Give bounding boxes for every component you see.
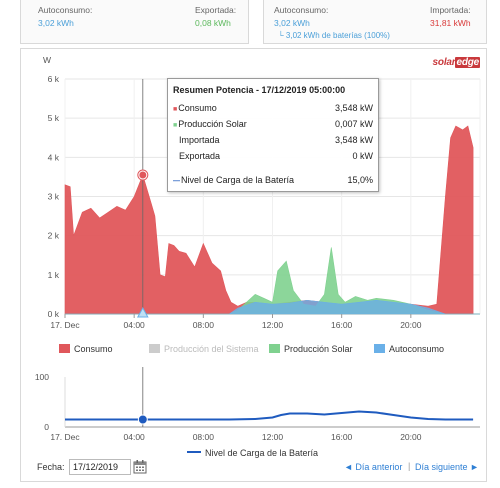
battery-line-swatch — [187, 451, 201, 453]
autoconsumo-label: Autoconsumo: — [274, 5, 329, 15]
x-tick-label: 12:00 — [262, 320, 284, 330]
y-tick-label: 3 k — [48, 192, 60, 202]
battery-x-tick-label: 12:00 — [262, 432, 284, 442]
produccion-solar-swatch — [269, 344, 280, 353]
area-autoconsumo — [65, 299, 480, 315]
x-tick-label: 16:00 — [331, 320, 353, 330]
battery-level-line — [65, 410, 474, 421]
x-tick-label: 17. Dec — [50, 320, 80, 330]
legend-item-produccion-solar[interactable]: Producción Solar — [269, 344, 353, 354]
consumo-swatch — [59, 344, 70, 353]
autoconsumo-value: 3,02 kWh — [274, 18, 310, 28]
x-tick-label: 08:00 — [193, 320, 215, 330]
hover-point — [139, 171, 147, 179]
tooltip-row-consumo: ■Consumo 3,548 kW — [173, 103, 373, 113]
tooltip-row-exportada: Exportada 0 kW — [179, 151, 373, 161]
x-tick-label: 20:00 — [400, 320, 422, 330]
battery-hover-point — [137, 414, 148, 425]
batteries-note: └ 3,02 kWh de baterías (100%) — [278, 31, 390, 40]
autoconsumo-value: 3,02 kWh — [38, 18, 74, 28]
legend-item-produccion-sistema[interactable]: Producción del Sistema — [149, 344, 259, 354]
link-separator: | — [408, 461, 411, 471]
date-input[interactable] — [69, 459, 131, 475]
battery-navigator-chart[interactable]: 0 100 17. Dec 04:00 08:00 12:00 16:00 20:00 — [21, 367, 488, 447]
y-axis-unit: W — [43, 55, 51, 65]
battery-x-tick-label: 16:00 — [331, 432, 353, 442]
battery-x-tick-label: 04:00 — [124, 432, 146, 442]
y-tick-label: 5 k — [48, 113, 60, 123]
tooltip-title: Resumen Potencia - 17/12/2019 05:00:00 — [173, 85, 346, 95]
autoconsumo-swatch — [374, 344, 385, 353]
date-label: Fecha: — [37, 462, 65, 472]
battery-x-tick-label: 17. Dec — [50, 432, 80, 442]
y-tick-label: 2 k — [48, 231, 60, 241]
solaredge-logo: solaredge — [432, 57, 480, 68]
battery-y-tick-label: 100 — [35, 372, 49, 382]
autoconsumo-label: Autoconsumo: — [38, 5, 93, 15]
tooltip-row-bateria: —Nivel de Carga de la Batería 15,0% — [173, 175, 373, 185]
x-tick-label: 04:00 — [124, 320, 146, 330]
y-tick-label: 4 k — [48, 152, 60, 162]
tooltip-row-produccion: ■Producción Solar 0,007 kW — [173, 119, 373, 129]
battery-y-tick-label: 0 — [44, 422, 49, 432]
legend-item-consumo[interactable]: Consumo — [59, 344, 113, 354]
y-tick-label: 1 k — [48, 270, 60, 280]
next-day-link[interactable]: Día siguiente ► — [415, 462, 479, 472]
importada-value: 31,81 kWh — [430, 18, 471, 28]
area-consumo — [64, 125, 474, 315]
y-tick-label: 6 k — [48, 74, 60, 84]
power-tooltip: Resumen Potencia - 17/12/2019 05:00:00 ■… — [167, 78, 379, 192]
summary-right-panel: Autoconsumo: 3,02 kWh └ 3,02 kWh de bate… — [263, 0, 487, 44]
battery-x-tick-label: 20:00 — [400, 432, 422, 442]
chart-legend: Consumo Producción del Sistema Producció… — [21, 344, 488, 358]
legend-item-autoconsumo[interactable]: Autoconsumo — [374, 344, 444, 354]
y-tick-label: 0 k — [48, 309, 60, 319]
calendar-icon[interactable] — [133, 459, 147, 474]
previous-day-link[interactable]: ◄ Día anterior — [344, 462, 403, 472]
battery-x-tick-label: 08:00 — [193, 432, 215, 442]
exportada-value: 0,08 kWh — [195, 18, 231, 28]
produccion-sistema-swatch — [149, 344, 160, 353]
summary-left-panel: Autoconsumo: 3,02 kWh Exportada: 0,08 kW… — [20, 0, 249, 44]
tooltip-row-importada: Importada 3,548 kW — [179, 135, 373, 145]
exportada-label: Exportada: — [195, 5, 237, 15]
battery-legend[interactable]: Nivel de Carga de la Batería — [187, 448, 318, 458]
importada-label: Importada: — [430, 5, 471, 15]
autoconsumo-hover-marker — [136, 306, 149, 318]
